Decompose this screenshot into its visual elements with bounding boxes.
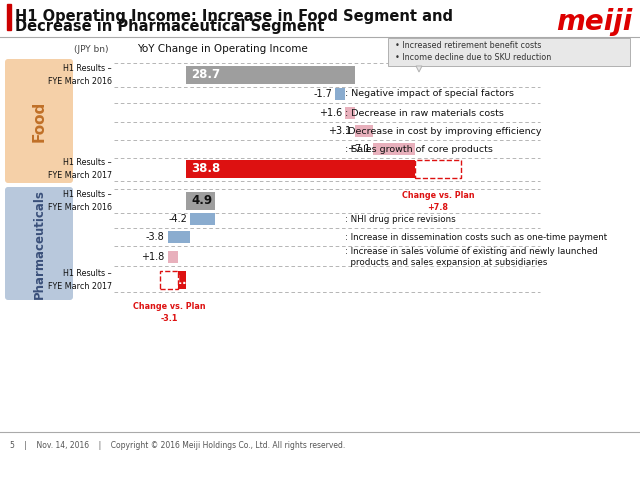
Text: 38.8: 38.8 [191,163,220,176]
Bar [179,271,186,289]
Text: YoY Change in Operating Income: YoY Change in Operating Income [136,44,307,54]
Text: : Sales growth of core products: : Sales growth of core products [345,144,493,154]
Text: Pharmaceuticals: Pharmaceuticals [33,189,45,299]
Bar [190,213,215,225]
Text: : Increase in sales volume of existing and newly launched
  products and sales e: : Increase in sales volume of existing a… [345,247,598,267]
Bar [168,231,190,243]
Text: +7.1: +7.1 [347,144,370,154]
Text: :Decrease in cost by improving efficiency: :Decrease in cost by improving efficienc… [345,127,541,135]
FancyBboxPatch shape [5,59,73,183]
Text: : Decrease in raw materials costs: : Decrease in raw materials costs [345,108,504,118]
Text: : Increase in dissemination costs such as one-time payment: : Increase in dissemination costs such a… [345,232,607,241]
Bar [186,192,215,210]
Bar [186,160,415,178]
Text: H1 Results –
FYE March 2017: H1 Results – FYE March 2017 [48,269,112,291]
FancyBboxPatch shape [5,187,73,300]
Text: H1 Results –
FYE March 2016: H1 Results – FYE March 2016 [48,64,112,86]
Bar [346,107,355,119]
Bar [168,251,179,263]
Text: -1.7: -1.7 [314,89,332,99]
Text: : NHI drug price revisions: : NHI drug price revisions [345,215,456,224]
Bar [160,271,179,289]
Bar [335,88,346,100]
Bar [7,4,11,30]
Bar [355,125,373,137]
Text: 5    |    Nov. 14, 2016    |    Copyright © 2016 Meiji Holdings Co., Ltd. All ri: 5 | Nov. 14, 2016 | Copyright © 2016 Mei… [10,442,345,451]
Text: • Income decline due to SKU reduction: • Income decline due to SKU reduction [395,53,551,62]
Text: Change vs. Plan
+7.8: Change vs. Plan +7.8 [402,191,474,212]
Text: H1 Operating Income: Increase in Food Segment and: H1 Operating Income: Increase in Food Se… [15,9,453,24]
Text: • Increased retirement benefit costs: • Increased retirement benefit costs [395,41,541,50]
Text: -4.2: -4.2 [168,214,187,224]
Text: H1 Results –
FYE March 2017: H1 Results – FYE March 2017 [48,158,112,180]
Text: Change vs. Plan
-3.1: Change vs. Plan -3.1 [133,302,205,323]
Text: +1.6: +1.6 [319,108,342,118]
Text: -3.8: -3.8 [146,232,164,242]
Text: 4.9: 4.9 [191,194,212,207]
Text: meiji: meiji [556,8,632,36]
Text: Decrease in Pharmaceutical Segment: Decrease in Pharmaceutical Segment [15,20,324,35]
Text: +3.1: +3.1 [328,126,352,136]
Text: H1 Results –
FYE March 2016: H1 Results – FYE March 2016 [48,190,112,212]
Bar [388,38,630,66]
Text: (JPY bn): (JPY bn) [74,45,108,53]
Text: -1.3: -1.3 [170,274,195,287]
Bar [186,66,355,84]
Bar [415,160,461,178]
Text: Food: Food [31,100,47,142]
Bar [373,143,415,155]
Text: 28.7: 28.7 [191,69,220,82]
Polygon shape [416,66,422,72]
Text: : Negative impact of special factors: : Negative impact of special factors [345,89,514,98]
Text: +1.8: +1.8 [141,252,164,262]
